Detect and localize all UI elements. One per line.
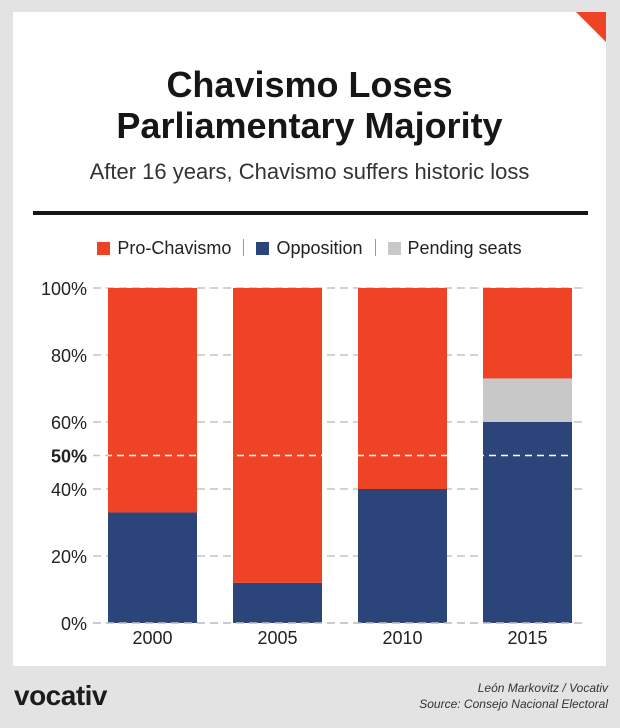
y-tick-label: 50% [51,447,87,467]
y-tick-label: 0% [61,614,87,634]
corner-flag-icon [576,12,606,42]
legend-separator [374,239,376,256]
bar-2000-pro-chavismo [108,288,197,513]
y-tick-label: 100% [41,279,87,299]
chart-title-line-2: Parliamentary Majority [116,105,503,146]
bar-2005-pro-chavismo [233,288,322,583]
legend-item-pro-chavismo: Pro-Chavismo [97,238,231,259]
bar-2015-pending-seats [483,378,572,422]
stacked-bar-chart: 0% 20% 40% 50% 60% 80% 100% 2000 2005 2010 2015 [41,279,584,648]
chart-subtitle: After 16 years, Chavismo suffers histori… [89,159,530,184]
y-tick-label: 20% [51,547,87,567]
legend-separator [243,239,245,256]
title-divider [33,211,588,215]
bar-2000-opposition [108,512,197,623]
source-credit: Source: Consejo Nacional Electoral [419,697,608,711]
chart-title-line-1: Chavismo Loses [166,64,453,105]
vocativ-logo: vocativ [14,680,108,711]
legend-item-opposition: Opposition [256,238,363,259]
legend-label-pending: Pending seats [407,238,522,258]
legend-swatch-pending [387,242,401,255]
y-tick-label: 40% [51,480,87,500]
chart-title: Chavismo Loses Parliamentary Majority [13,64,606,146]
legend-label-opposition: Opposition [276,238,363,258]
author-credit: León Markovitz / Vocativ [477,681,608,695]
credits: León Markovitz / Vocativ Source: Consejo… [419,680,608,712]
chart-card: Chavismo Loses Parliamentary Majority Af… [13,12,606,666]
x-tick-label: 2015 [507,628,547,648]
x-tick-label: 2000 [132,628,172,648]
bar-2005-opposition [233,582,322,623]
bar-2010-pro-chavismo [358,288,447,489]
bar-2015-opposition [483,422,572,623]
x-tick-label: 2005 [257,628,297,648]
legend: Pro-Chavismo Opposition Pending seats [13,238,606,259]
x-tick-label: 2010 [382,628,422,648]
legend-label-pro-chavismo: Pro-Chavismo [117,238,232,258]
legend-swatch-opposition [256,242,270,255]
legend-item-pending: Pending seats [387,238,522,259]
legend-swatch-pro-chavismo [97,242,111,255]
y-tick-label: 80% [51,346,87,366]
bar-2015-pro-chavismo [483,288,572,379]
bar-2010-opposition [358,489,447,623]
y-tick-label: 60% [51,413,87,433]
